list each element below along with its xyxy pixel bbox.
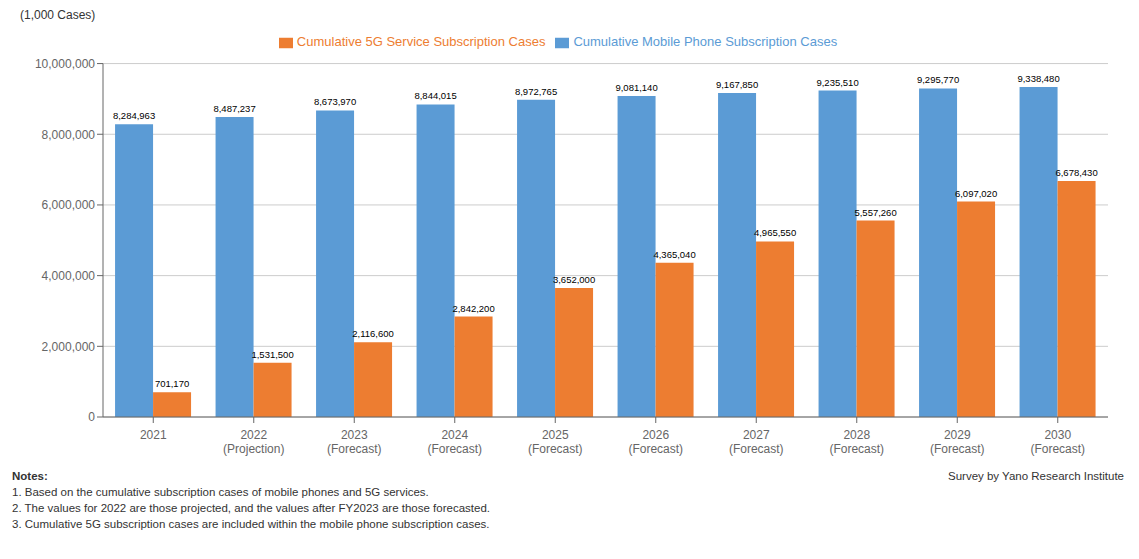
svg-text:8,487,237: 8,487,237	[213, 103, 255, 114]
svg-text:6,097,020: 6,097,020	[955, 188, 997, 199]
svg-text:0: 0	[88, 410, 95, 424]
svg-text:2,000,000: 2,000,000	[42, 340, 96, 354]
svg-text:2028(Forecast): 2028(Forecast)	[829, 428, 884, 456]
svg-text:8,000,000: 8,000,000	[42, 128, 96, 142]
svg-text:4,000,000: 4,000,000	[42, 269, 96, 283]
svg-text:2023(Forecast): 2023(Forecast)	[327, 428, 382, 456]
svg-text:10,000,000: 10,000,000	[35, 57, 95, 71]
svg-text:4,365,040: 4,365,040	[653, 249, 695, 260]
svg-text:8,284,963: 8,284,963	[113, 110, 155, 121]
svg-text:2030(Forecast): 2030(Forecast)	[1030, 428, 1085, 456]
html-text:Cumulative Mobile Phone Subscr: Cumulative Mobile Phone Subscription Cas…	[573, 34, 838, 49]
svg-text:2025(Forecast): 2025(Forecast)	[528, 428, 583, 456]
svg-text:3,652,000: 3,652,000	[553, 274, 595, 285]
html-text:Survey by Yano Research Instit: Survey by Yano Research Institute	[948, 470, 1124, 482]
svg-text:2022(Projection): 2022(Projection)	[223, 428, 284, 456]
svg-text:6,678,430: 6,678,430	[1055, 167, 1097, 178]
svg-text:2026(Forecast): 2026(Forecast)	[628, 428, 683, 456]
svg-text:2,842,200: 2,842,200	[452, 303, 494, 314]
svg-text:9,235,510: 9,235,510	[816, 77, 858, 88]
html-text:2. The values for 2022 are tho: 2. The values for 2022 are those project…	[12, 502, 490, 514]
html-text:Cumulative 5G Service Subscrip: Cumulative 5G Service Subscription Cases	[296, 34, 546, 49]
svg-text:4,965,550: 4,965,550	[754, 227, 796, 238]
html-text:3. Cumulative 5G subscription: 3. Cumulative 5G subscription cases are …	[12, 518, 490, 530]
svg-text:8,844,015: 8,844,015	[414, 90, 456, 101]
svg-text:8,673,970: 8,673,970	[314, 96, 356, 107]
svg-text:9,167,850: 9,167,850	[716, 79, 758, 90]
html-text:(1,000 Cases): (1,000 Cases)	[20, 8, 96, 22]
svg-text:8,972,765: 8,972,765	[515, 86, 557, 97]
html-text:1. Based on the cumulative sub: 1. Based on the cumulative subscription …	[12, 486, 429, 498]
svg-text:2021: 2021	[140, 428, 167, 442]
svg-text:2,116,600: 2,116,600	[352, 328, 394, 339]
svg-text:701,170: 701,170	[155, 378, 189, 389]
svg-text:9,338,480: 9,338,480	[1017, 73, 1059, 84]
svg-text:9,295,770: 9,295,770	[917, 74, 959, 85]
svg-text:5,557,260: 5,557,260	[854, 207, 896, 218]
svg-text:2029(Forecast): 2029(Forecast)	[930, 428, 985, 456]
svg-text:6,000,000: 6,000,000	[42, 198, 96, 212]
svg-text:2024(Forecast): 2024(Forecast)	[427, 428, 482, 456]
svg-text:2027(Forecast): 2027(Forecast)	[729, 428, 784, 456]
svg-text:1,531,500: 1,531,500	[251, 349, 293, 360]
html-text:Notes:: Notes:	[12, 470, 48, 482]
svg-text:9,081,140: 9,081,140	[615, 82, 657, 93]
